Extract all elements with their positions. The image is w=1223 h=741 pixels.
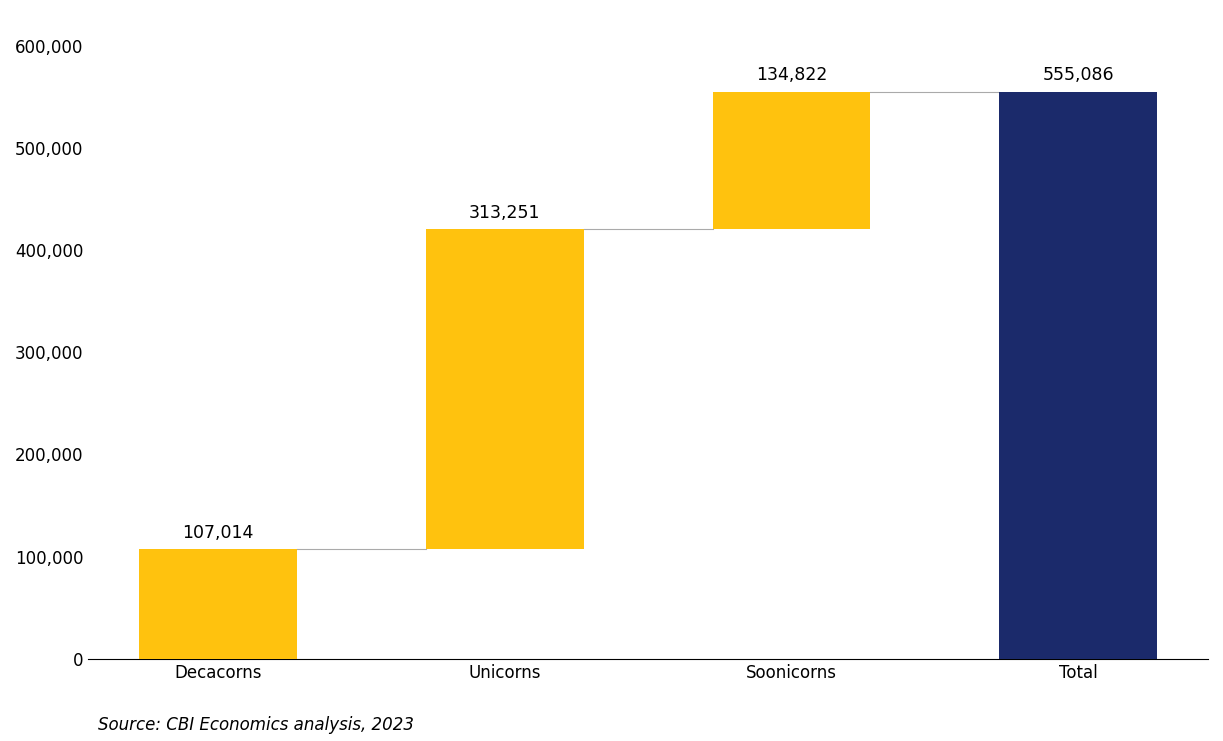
Bar [713,92,871,229]
Text: 134,822: 134,822 [756,67,827,84]
Bar [139,549,297,659]
Bar [426,229,583,549]
Text: Source: CBI Economics analysis, 2023: Source: CBI Economics analysis, 2023 [98,716,413,734]
Text: 107,014: 107,014 [182,524,254,542]
Text: 313,251: 313,251 [470,204,541,222]
Bar [999,92,1157,659]
Text: 555,086: 555,086 [1042,67,1114,84]
